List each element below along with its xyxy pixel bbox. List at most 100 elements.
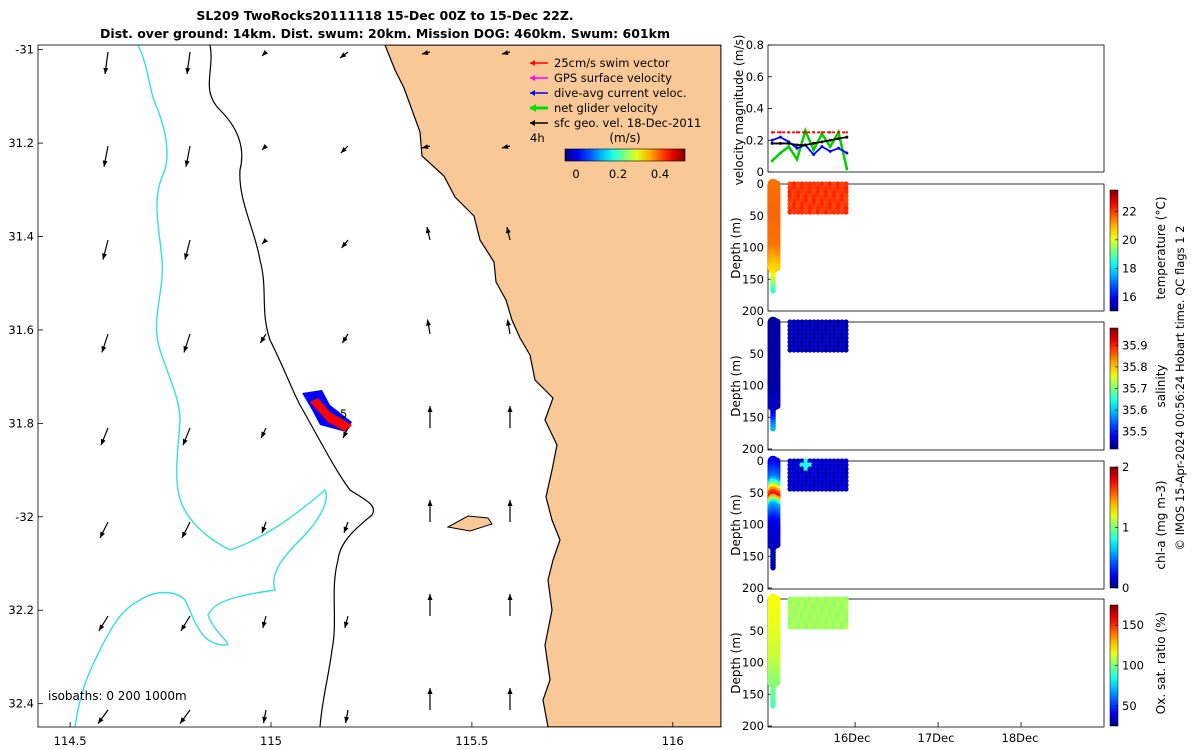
vel-point-0-1 (778, 151, 782, 155)
vel-ytick-label-0: 0 (757, 165, 764, 179)
temperature-ytick-label-2: 100 (742, 241, 764, 255)
vel-point-2-6 (820, 140, 824, 144)
oxygen-saturation-ytick-label-2: 100 (742, 656, 764, 670)
legend-time-label: 4h (530, 131, 545, 145)
salinity-ytick-label-2: 100 (742, 379, 764, 393)
velocity-arrow-25 (182, 427, 191, 446)
map-xtick-label-1: 115 (260, 734, 282, 748)
oxygen-saturation-cbar-tick-2: 150 (1122, 618, 1144, 632)
legend-item-net-glider: net glider velocity (530, 101, 658, 115)
vel-point-1-5 (812, 153, 816, 157)
vel-point-0-0 (770, 159, 774, 163)
chl-a-dive-block (787, 458, 849, 492)
velocity-arrow-6 (102, 145, 109, 167)
legend-label-net-glider: net glider velocity (554, 101, 658, 115)
chla-panel: Depth (m) chl-a (mg m-3) 0 50 100 150 200 0 1 2 (729, 454, 1168, 595)
surface-velocity-arrows (97, 49, 513, 724)
salinity-cbar-tick-3: 35.8 (1122, 360, 1148, 374)
vel-point-1-9 (845, 151, 849, 155)
glider-track-red (310, 398, 352, 432)
oxygen-saturation-dive-block (787, 596, 849, 630)
velocity-arrow-9 (340, 145, 349, 154)
chl-a-cbar-tick-0: 0 (1122, 581, 1129, 595)
oxygen-saturation-profile (767, 593, 781, 709)
temperature-ytick-label-3: 150 (742, 272, 764, 286)
vel-point-3-2 (787, 131, 790, 134)
time-label-16dec: 16Dec (834, 731, 871, 745)
vel-point-1-8 (837, 146, 841, 150)
velocity-arrow-27 (342, 427, 349, 439)
colorbar-tick-0: 0 (572, 167, 579, 181)
temperature-cbar-tick-3: 22 (1122, 204, 1137, 218)
colorbar-tick-2: 0.4 (651, 167, 669, 181)
vel-point-3-8 (837, 131, 840, 134)
vel-point-3-4 (804, 131, 807, 134)
chl-a-cbar-tick-2: 2 (1122, 460, 1129, 474)
vel-point-0-7 (828, 145, 832, 149)
isobath-1000m (74, 45, 327, 727)
vel-series-line-1 (771, 136, 848, 156)
velocity-arrow-42 (97, 709, 109, 724)
velocity-arrow-37 (180, 615, 191, 632)
vel-point-3-0 (770, 131, 774, 134)
velocity-arrow-24 (100, 427, 109, 446)
map-axes-frame (37, 44, 722, 728)
temperature-ylabel: Depth (m) (729, 217, 743, 278)
velocity-arrow-15 (341, 239, 349, 249)
vel-point-2-5 (812, 141, 816, 145)
chl-a-ytick-label-0: 0 (757, 454, 764, 468)
velocity-arrow-35 (507, 500, 513, 522)
temperature-dive-block (787, 181, 849, 215)
velocity-arrow-10 (421, 144, 431, 149)
velocity-arrow-30 (99, 521, 109, 539)
oxygen-saturation-ytick-label-3: 150 (742, 687, 764, 701)
vel-point-1-6 (820, 145, 824, 149)
velocity-arrow-20 (259, 333, 267, 344)
velocity-arrow-0 (103, 51, 109, 75)
velocity-arrow-28 (427, 406, 433, 428)
map-ytick-label-6: 32.2 (8, 603, 34, 617)
vel-point-1-0 (770, 138, 774, 142)
velocity-arrow-36 (98, 615, 109, 632)
temperature-panel: Depth (m) temperature (°C) 0 50 100 150 200 1… (729, 177, 1168, 318)
temperature-cbar-tick-2: 20 (1122, 233, 1137, 247)
velocity-arrow-47 (507, 688, 513, 710)
legend-label-swim: 25cm/s swim vector (554, 56, 670, 70)
vel-point-3-7 (829, 131, 832, 134)
velocity-arrow-22 (426, 319, 431, 335)
velocity-arrow-34 (427, 500, 433, 522)
oxygen-cbar-label: Ox. sat. ratio (%) (1154, 612, 1168, 714)
chla-ylabel: Depth (m) (729, 494, 743, 555)
colorbar-tick-1: 0.2 (609, 167, 627, 181)
velocity-axes-frame (767, 44, 1105, 173)
vel-point-0-3 (795, 157, 799, 161)
map-ytick-label-1: 31.2 (8, 136, 34, 150)
oxygen-ylabel: Depth (m) (729, 632, 743, 693)
chla-cbar-label: chl-a (mg m-3) (1154, 480, 1168, 569)
vel-point-3-9 (845, 131, 849, 134)
map-xtick-label-0: 114.5 (54, 734, 87, 748)
vel-ytick-label-3: 0.6 (746, 70, 764, 84)
oxygen-panel: Depth (m) Ox. sat. ratio (%) 0 50 100 150 20… (729, 592, 1168, 733)
side-note: © IMOS 15-Apr-2024 00:56:24 Hobart time.… (1173, 225, 1187, 550)
vel-point-1-7 (828, 149, 832, 153)
vel-point-3-6 (820, 131, 824, 134)
map-ytick-label-0: -31 (15, 43, 34, 57)
colorbar-title: (m/s) (609, 131, 640, 145)
velocity-arrow-26 (260, 427, 267, 439)
salinity-cbar-label: salinity (1154, 364, 1168, 407)
map-xtick-label-2: 115.5 (455, 734, 488, 748)
time-label-18dec: 18Dec (1002, 731, 1039, 745)
time-label-17dec: 17Dec (918, 731, 955, 745)
oxygen-saturation-ytick-label-0: 0 (757, 592, 764, 606)
vel-point-1-3 (795, 146, 799, 150)
velocity-arrow-4 (421, 50, 431, 55)
legend-label-gps: GPS surface velocity (554, 71, 672, 85)
legend-item-gps: GPS surface velocity (530, 71, 672, 85)
vel-point-1-1 (778, 135, 782, 139)
velocity-arrow-1 (185, 51, 191, 75)
vel-point-2-0 (770, 141, 774, 145)
velocity-ylabel: velocity magnitude (m/s) (732, 35, 746, 186)
